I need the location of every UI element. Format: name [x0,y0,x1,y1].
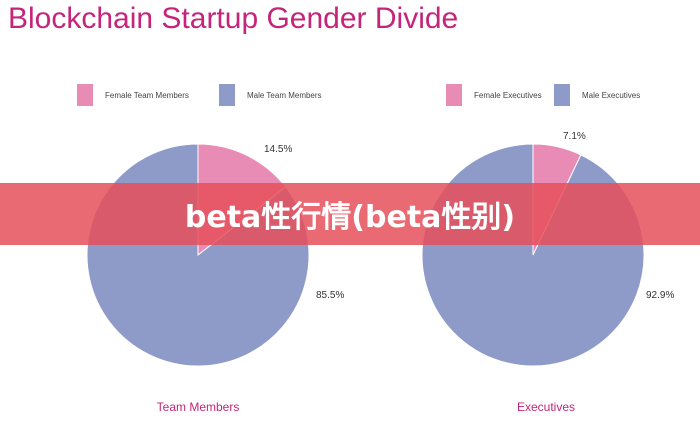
legend-label: Female Team Members [105,90,189,100]
overlay-banner: beta性行情(beta性别) [0,183,700,245]
data-label-female: 7.1% [563,131,586,142]
pie-chart-team-members: 14.5% 85.5% [86,143,344,367]
page-title: Blockchain Startup Gender Divide [8,2,459,35]
data-label-female: 14.5% [264,144,292,155]
legend-swatch-male [554,84,570,106]
legend-female-team: Female Team Members [77,84,189,106]
legend-label: Male Executives [582,90,641,100]
banner-text: beta性行情(beta性别) [184,200,516,235]
data-label-male: 85.5% [316,290,344,301]
chart-caption-exec: Executives [516,400,576,414]
legend-swatch-female [77,84,93,106]
data-label-male: 92.9% [646,290,674,301]
legend-label: Male Team Members [247,90,322,100]
legend-label: Female Executives [474,90,542,100]
pie-chart-executives: 7.1% 92.9% [421,131,674,367]
legend-male-team: Male Team Members [219,84,322,106]
legend-female-exec: Female Executives [446,84,542,106]
chart-caption-team: Team Members [156,400,240,414]
legend-male-exec: Male Executives [554,84,640,106]
legend-swatch-male [219,84,235,106]
pie-slice-male [421,143,645,367]
legend-swatch-female [446,84,462,106]
